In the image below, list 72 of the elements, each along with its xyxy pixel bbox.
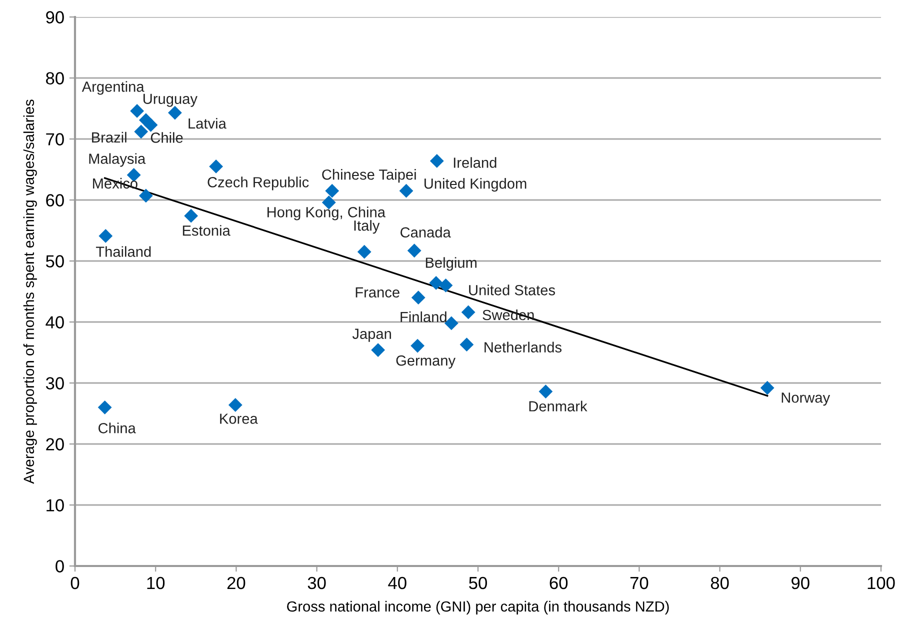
- point: [410, 338, 424, 353]
- point: [371, 343, 385, 358]
- x-tick-label: 60: [550, 576, 568, 590]
- y-tick-label: 10: [46, 499, 64, 512]
- annotation: Uruguay: [143, 94, 198, 107]
- annotation: Korea: [220, 414, 258, 424]
- annotation: Finland: [400, 311, 446, 322]
- point: [460, 338, 474, 352]
- point: [184, 208, 198, 223]
- x-tick-label: 70: [630, 576, 648, 590]
- annotation: Latvia: [188, 118, 226, 129]
- point: [357, 244, 372, 259]
- x-tick-label: 10: [147, 576, 165, 590]
- annotation: Thailand: [96, 246, 151, 257]
- annotation: Norway: [782, 392, 830, 406]
- y-tick-label: 60: [46, 194, 64, 206]
- y-tick-label: 90: [46, 11, 64, 24]
- point: [538, 384, 553, 398]
- point: [760, 380, 774, 395]
- point: [411, 290, 426, 305]
- point: [430, 154, 444, 168]
- point: [407, 244, 422, 258]
- y-axis-title: Average proportion of months spent earning wages/salaries: [23, 100, 37, 484]
- annotation: Argentina: [82, 81, 144, 95]
- point: [98, 400, 112, 414]
- y-tick-label: 40: [46, 316, 64, 328]
- annotation: France: [356, 287, 400, 298]
- annotation: United States: [469, 284, 556, 296]
- y-tick-label: 0: [56, 560, 64, 572]
- annotation: China: [98, 422, 136, 434]
- point: [461, 305, 476, 320]
- x-tick-label: 30: [308, 576, 326, 590]
- point: [130, 104, 144, 118]
- y-tick-label: 20: [46, 438, 64, 450]
- annotation: United Kingdom: [424, 178, 526, 192]
- annotation: Ireland: [454, 157, 496, 168]
- point: [98, 229, 113, 243]
- annotation: Czech Republic: [208, 176, 309, 190]
- annotation: Denmark: [529, 400, 588, 412]
- x-tick-label: 50: [469, 576, 487, 590]
- x-tick-label: 20: [227, 576, 246, 590]
- y-tick-label: 70: [46, 133, 64, 146]
- point: [325, 184, 340, 198]
- point: [209, 160, 223, 174]
- annotation: Chinese Taipei: [322, 169, 416, 183]
- x-tick-label: 40: [388, 576, 406, 590]
- point: [399, 184, 414, 198]
- x-tick-label: 90: [792, 576, 810, 590]
- point: [134, 124, 148, 139]
- annotation: Hong Kong, China: [268, 206, 386, 220]
- annotation: Netherlands: [484, 342, 562, 352]
- annotation: Brazil: [92, 132, 126, 143]
- annotation: Estonia: [182, 225, 230, 236]
- annotation: Japan: [352, 328, 391, 342]
- annotation: Belgium: [426, 257, 476, 271]
- point: [138, 188, 153, 203]
- annotation: Italy: [354, 220, 380, 234]
- annotation: Canada: [400, 226, 451, 238]
- annotation: Germany: [396, 355, 456, 369]
- y-tick-label: 50: [46, 255, 64, 268]
- point: [429, 276, 444, 290]
- annotation: Malaysia: [89, 153, 146, 167]
- annotation: Chile: [150, 132, 183, 143]
- point: [144, 118, 158, 132]
- y-tick-label: 30: [46, 377, 64, 390]
- y-tick-label: 80: [46, 72, 64, 84]
- x-axis-title: Gross national income (GNI) per capita (in thousands NZD): [287, 600, 669, 615]
- x-tick-label: 80: [710, 576, 729, 590]
- point: [228, 398, 242, 412]
- x-tick-label: 0: [70, 576, 80, 590]
- point: [438, 278, 453, 292]
- x-tick-label: 100: [868, 576, 895, 590]
